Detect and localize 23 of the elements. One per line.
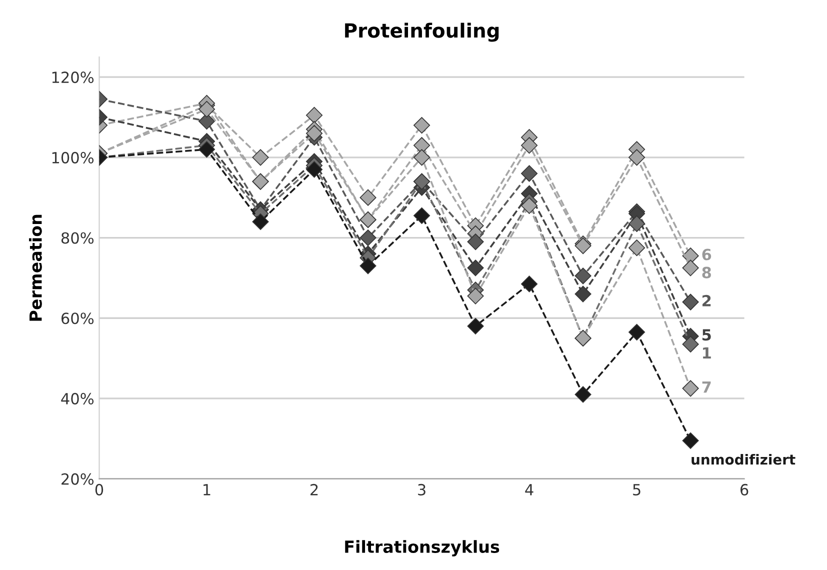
y-tick-label: 120% <box>52 72 94 84</box>
series-label: 7 <box>702 381 711 393</box>
x-tick-label: 2 <box>310 484 318 496</box>
x-axis-title: Filtrationszyklus <box>345 540 500 556</box>
y-axis-title: Permeation <box>29 214 42 321</box>
x-tick-label: 5 <box>633 484 640 496</box>
y-tick-label: 40% <box>61 392 94 404</box>
y-tick-label: 80% <box>61 232 94 244</box>
series-label: 1 <box>703 347 711 358</box>
series-label: 5 <box>702 329 711 341</box>
chart-title: Proteinfouling <box>345 22 499 42</box>
y-tick-label: 100% <box>52 152 94 164</box>
y-tick-label: 60% <box>61 312 94 324</box>
x-tick-label: 1 <box>204 484 210 496</box>
x-tick-label: 6 <box>740 484 748 496</box>
series-label: 2 <box>702 294 711 306</box>
x-tick-label: 4 <box>525 484 534 496</box>
x-tick-label: 3 <box>418 484 426 496</box>
x-tick-label: 0 <box>95 484 104 496</box>
series-label: unmodifiziert <box>692 454 796 465</box>
series-label: 6 <box>702 248 712 260</box>
y-tick-label: 20% <box>62 473 94 485</box>
series-label: 8 <box>702 266 711 278</box>
